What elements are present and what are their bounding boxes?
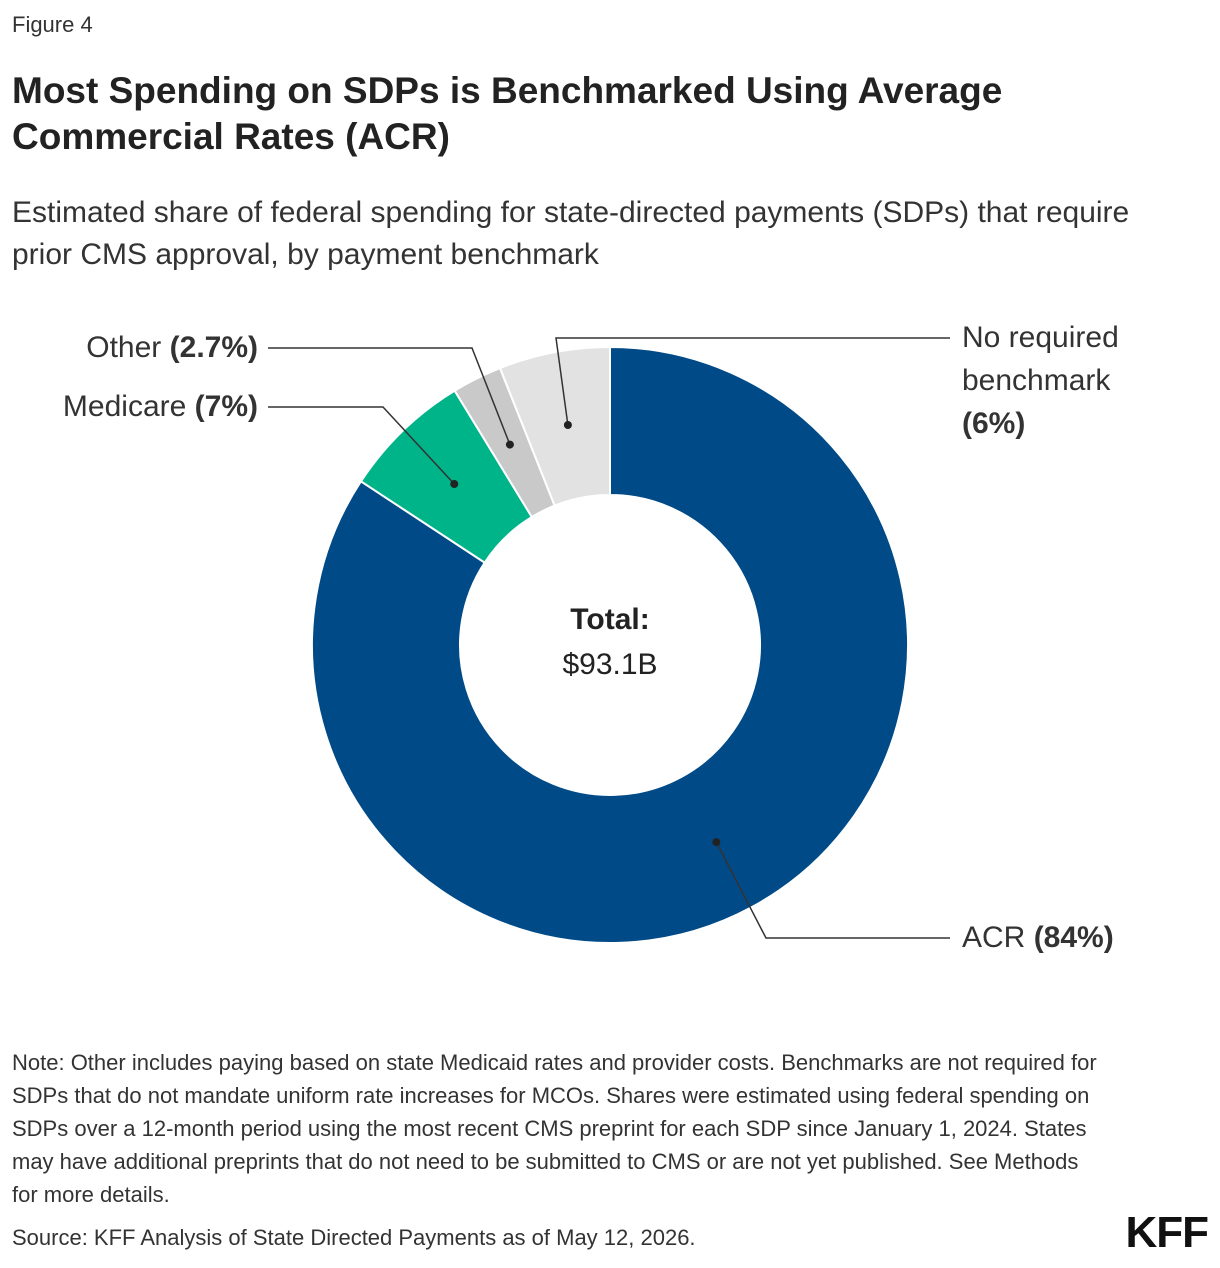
leader-line bbox=[715, 841, 950, 939]
category-label: No required benchmark bbox=[962, 321, 1119, 397]
category-label: Other bbox=[86, 331, 162, 364]
chart-subtitle: Estimated share of federal spending for … bbox=[12, 196, 1130, 271]
note: Note: Other includes paying based on sta… bbox=[12, 1050, 1097, 1207]
chart-title: Most Spending on SDPs is Benchmarked Usi… bbox=[12, 70, 1003, 157]
category-label: Medicare bbox=[62, 390, 187, 423]
leader-dot bbox=[505, 440, 514, 449]
value-label: (2.7%) bbox=[169, 331, 258, 364]
slice-label: Medicare (7%) bbox=[0, 385, 258, 428]
center-label: Total: bbox=[570, 603, 650, 636]
leader-dot bbox=[450, 480, 459, 489]
leader-dot bbox=[712, 838, 721, 847]
leader-line bbox=[268, 347, 511, 445]
logo: KFF bbox=[1125, 1208, 1209, 1257]
slice-label: Other (2.7%) bbox=[0, 326, 258, 369]
center-value: $93.1B bbox=[562, 648, 658, 681]
slice-label: No required benchmark (6%) bbox=[962, 316, 1152, 445]
source: Source: KFF Analysis of State Directed P… bbox=[12, 1225, 696, 1250]
leader-line bbox=[555, 337, 950, 426]
leader-dot bbox=[563, 420, 572, 429]
value-label: (6%) bbox=[962, 407, 1026, 440]
figure-label: Figure 4 bbox=[12, 12, 93, 37]
value-label: (84%) bbox=[1033, 921, 1114, 954]
slice-label: ACR (84%) bbox=[962, 916, 1202, 959]
donut-slice bbox=[498, 345, 611, 507]
leader-line bbox=[268, 406, 455, 485]
chart bbox=[268, 337, 950, 944]
donut-slice bbox=[311, 345, 909, 944]
category-label: ACR bbox=[962, 921, 1026, 954]
value-label: (7%) bbox=[194, 390, 258, 423]
